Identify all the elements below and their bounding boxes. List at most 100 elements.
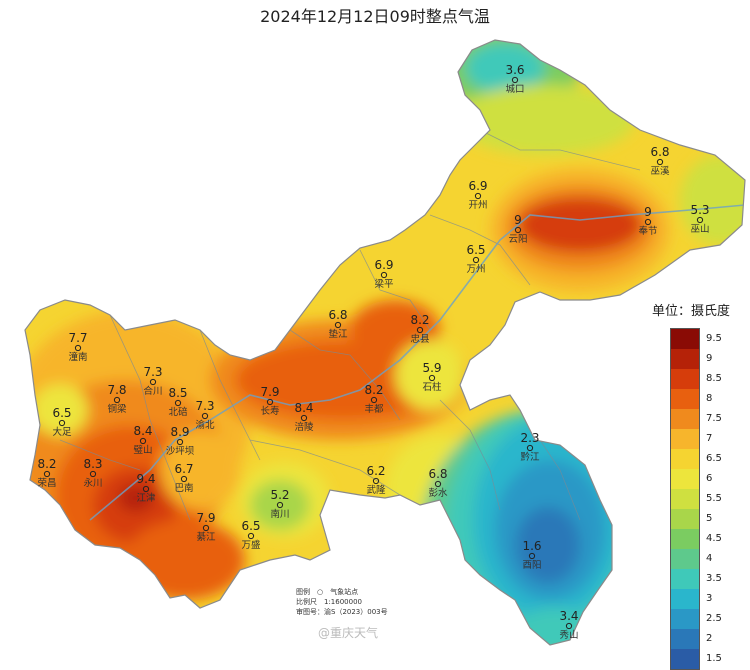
station-dot [201, 412, 209, 420]
station-name: 彭水 [428, 487, 448, 499]
legend-color-cell [671, 329, 699, 349]
station-dot [474, 192, 482, 200]
station-dot [472, 256, 480, 264]
station-dot [174, 399, 182, 407]
station-marker: 6.5 万盛 [241, 519, 261, 551]
legend-tick-label: 7 [706, 433, 713, 444]
station-temperature: 7.9 [196, 511, 215, 525]
legend-color-cell [671, 549, 699, 569]
station-name: 黔江 [520, 451, 540, 463]
station-name: 潼南 [68, 351, 87, 363]
legend-tick-label: 2 [706, 633, 713, 644]
station-name: 荣昌 [37, 477, 56, 489]
station-name: 忠县 [410, 334, 429, 345]
station-dot [43, 470, 51, 478]
station-name: 长寿 [260, 405, 279, 417]
station-marker: 9 云阳 [508, 213, 527, 245]
station-temperature: 8.4 [133, 424, 152, 438]
station-marker: 8.5 北碚 [168, 386, 188, 418]
station-marker: 5.3 巫山 [690, 203, 709, 235]
station-name: 奉节 [638, 225, 657, 237]
station-dot [434, 480, 442, 488]
station-temperature: 2.3 [520, 431, 539, 445]
legend-color-cell [671, 529, 699, 549]
station-marker: 5.2 南川 [270, 488, 289, 520]
station-temperature: 7.3 [195, 399, 214, 413]
station-temperature: 8.3 [83, 457, 102, 471]
station-marker: 3.4 秀山 [559, 609, 578, 641]
station-temperature: 6.2 [366, 464, 385, 478]
station-marker: 3.6 城口 [505, 63, 524, 95]
station-temperature: 7.3 [143, 365, 162, 379]
station-marker: 8.4 璧山 [133, 424, 152, 456]
station-marker: 7.3 合川 [143, 365, 162, 397]
station-dot [696, 216, 704, 224]
station-temperature: 9 [644, 205, 652, 219]
legend-tick-label: 4 [706, 553, 713, 564]
station-dot [74, 344, 82, 352]
station-temperature: 7.8 [107, 383, 126, 397]
station-dot [276, 501, 284, 509]
station-name: 沙坪坝 [166, 445, 195, 457]
legend-tick-label: 9.5 [706, 333, 722, 344]
legend-color-cell [671, 409, 699, 429]
legend-color-bar [670, 328, 700, 670]
station-name: 秀山 [559, 629, 578, 641]
legend-color-cell [671, 649, 699, 669]
station-dot [656, 158, 664, 166]
legend-color-cell [671, 589, 699, 609]
station-marker: 8.2 荣昌 [37, 457, 56, 489]
station-dot [142, 485, 150, 493]
station-marker: 6.8 巫溪 [650, 145, 670, 177]
station-temperature: 7.9 [260, 385, 279, 399]
legend-color-cell [671, 569, 699, 589]
station-marker: 7.9 长寿 [260, 385, 279, 417]
legend-tick-label: 6 [706, 473, 713, 484]
station-marker: 6.9 开州 [468, 179, 487, 211]
station-dot [58, 419, 66, 427]
station-temperature: 1.6 [522, 539, 541, 553]
station-temperature: 6.9 [374, 258, 393, 272]
legend-tick-label: 3 [706, 593, 713, 604]
station-name: 綦江 [196, 531, 216, 543]
station-name: 涪陵 [294, 421, 314, 433]
station-marker: 7.9 綦江 [196, 511, 216, 543]
legend-color-cell [671, 429, 699, 449]
station-name: 合川 [143, 385, 162, 397]
station-dot [334, 321, 342, 329]
station-dot [526, 444, 534, 452]
station-name: 梁平 [374, 278, 394, 290]
station-marker: 9.4 江津 [136, 472, 156, 504]
station-name: 垫江 [328, 328, 348, 340]
station-temperature: 6.8 [328, 308, 347, 322]
station-dot [514, 226, 522, 234]
station-temperature: 3.4 [559, 609, 578, 623]
legend-tick-label: 5 [706, 513, 713, 524]
station-temperature: 6.5 [466, 243, 485, 257]
station-temperature: 8.2 [37, 457, 56, 471]
station-marker: 6.5 万州 [466, 243, 485, 275]
station-marker: 8.3 永川 [83, 457, 102, 489]
station-temperature: 6.8 [650, 145, 669, 159]
station-dot [149, 378, 157, 386]
station-temperature: 8.2 [410, 313, 429, 327]
station-dot [180, 475, 188, 483]
map-info-scale: 比例尺 1:1600000 [296, 598, 362, 606]
station-marker: 7.3 渝北 [195, 399, 215, 431]
station-name: 万州 [466, 264, 485, 275]
station-dot [372, 477, 380, 485]
station-name: 大足 [52, 426, 72, 438]
station-name: 铜梁 [107, 403, 127, 415]
station-name: 巫山 [690, 224, 709, 235]
station-dot [89, 470, 97, 478]
legend-color-cell [671, 369, 699, 389]
legend-tick-label: 2.5 [706, 613, 722, 624]
station-marker: 6.7 巴南 [174, 462, 193, 494]
legend-color-cell [671, 509, 699, 529]
station-marker: 8.2 忠县 [410, 313, 429, 345]
station-temperature: 5.2 [270, 488, 289, 502]
legend-tick-label: 3.5 [706, 573, 722, 584]
station-temperature: 6.9 [468, 179, 487, 193]
station-temperature: 5.9 [422, 361, 441, 375]
station-name: 石柱 [422, 381, 442, 393]
